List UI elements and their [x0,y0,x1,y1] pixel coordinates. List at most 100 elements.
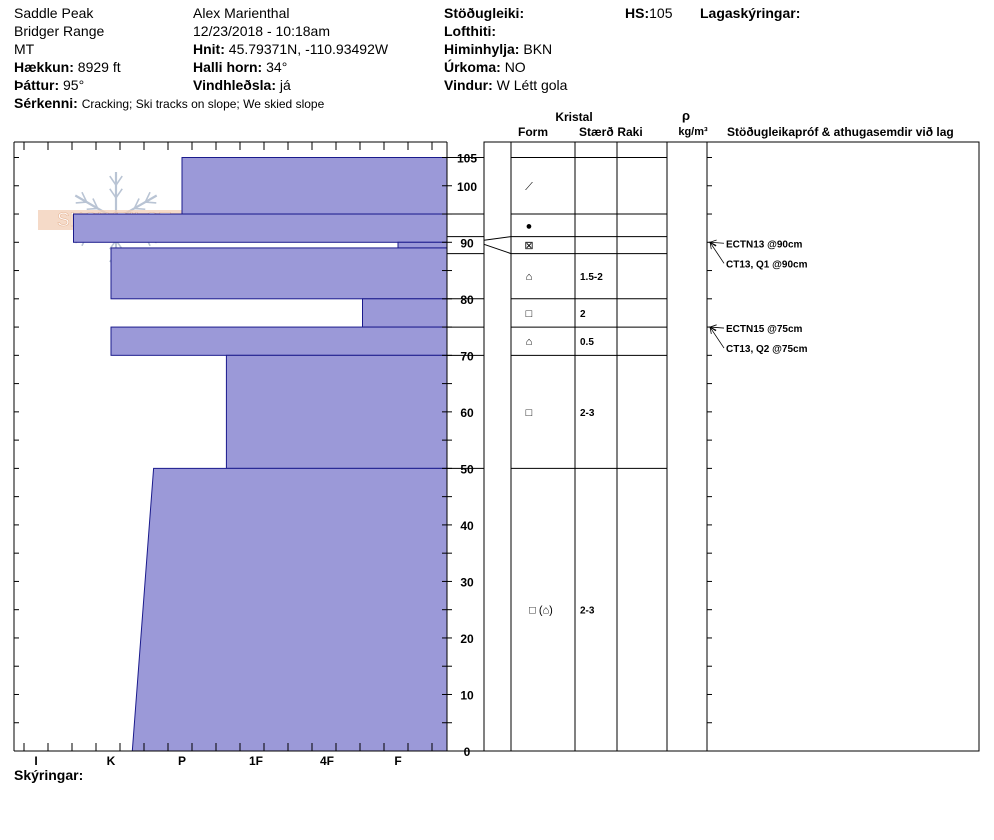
grain-form-symbol: ⌂ [526,336,533,348]
precipitation: Úrkoma: NO [444,58,526,76]
wind: Vindur: W Létt gola [444,76,567,94]
stability-test-result: ECTN13 @90cm [726,239,803,250]
flake-branch [115,175,123,186]
precip-value: NO [504,59,526,75]
flake-branch [92,198,99,209]
moisture-header: Raki [617,125,642,139]
wind-label: Vindur: [444,77,493,93]
grain-form-symbol: ● [526,220,533,232]
flake-branch [109,175,117,186]
mountain-range: Bridger Range [14,23,105,39]
stability: Stöðugleiki: [444,4,524,22]
layer-connector [483,236,512,241]
flake-branch [109,188,117,199]
form-header: Form [518,125,548,139]
hardness-bar [110,326,448,356]
stability-test-result: CT13, Q1 @90cm [726,259,808,270]
features-label: Sérkenni: [14,95,78,111]
grain-size-label: 0.5 [580,337,594,348]
height-tick-label: 10 [460,688,474,702]
flake-branch [75,201,87,204]
layer-notes: Lagaskýringar: [700,4,800,22]
hardness-tick-label: K [107,754,116,768]
height-tick-label: 20 [460,632,474,646]
crystal-header: Kristal [555,110,592,124]
flake-branch [81,191,88,203]
sky-value: BKN [523,41,553,57]
layer-notes-label: Lagaskýringar: [700,5,801,21]
height-tick-label: 70 [460,349,474,363]
hs-label: HS: [625,5,650,21]
notes-label: Skýringar: [14,767,84,783]
slope-label: Halli horn: [193,59,263,75]
grain-size-label: 2 [580,309,586,320]
flake-branch [134,207,146,211]
datetime: 12/23/2018 - 10:18am [193,23,330,39]
wind-loading: Vindhleðsla: já [193,76,291,94]
height-tick-label: 0 [464,745,471,759]
flake-branch [145,201,157,204]
hardness-tick-label: I [34,754,37,768]
sky-cover: Himinhylja: BKN [444,40,552,58]
aspect: Þáttur: 95° [14,76,84,94]
grain-form-symbol: ⊠ [524,240,533,252]
state: MT [14,41,35,57]
stability-test-result: ECTN15 @75cm [726,324,803,335]
grain-form-symbol: □ [526,308,533,320]
hardness-bar [225,354,448,469]
wind-value: W Létt gola [496,77,568,93]
snow-height: HS:105 [625,4,672,22]
elevation-label: Hækkun: [14,59,74,75]
hardness-bar [110,247,448,300]
wind-loading-value: já [279,77,291,93]
features-value: Cracking; Ski tracks on slope; We skied … [81,97,325,111]
test-pointer [709,326,725,349]
grain-form-symbol: □ [526,407,533,419]
wind-loading-label: Vindhleðsla: [193,77,276,93]
grain-form-symbol: ⌂ [526,271,533,283]
size-header: Stærð [579,125,614,139]
slope-value: 34° [266,59,288,75]
layer-connector [483,243,512,255]
coordinates: Hnit: 45.79371N, -110.93492W [193,40,388,58]
height-tick-label: 105 [457,152,477,166]
grain-form-symbol: ⟋ [525,181,533,193]
height-tick-label: 50 [460,462,474,476]
arrow-icon [709,241,717,250]
hardness-bar [362,298,448,328]
test-pointer [709,241,725,244]
air-temp: Lofthiti: [444,22,496,40]
test-pointer [709,242,725,264]
hardness-tick-label: P [178,754,186,768]
hardness-bar [131,467,448,752]
slope-angle: Halli horn: 34° [193,58,287,76]
hardness-tick-label: 1F [249,754,263,768]
stability-test-result: CT13, Q2 @75cm [726,344,808,355]
aspect-value: 95° [63,77,85,93]
layer-table-frame [483,141,980,752]
density-unit: kg/m³ [678,126,708,138]
height-tick-label: 60 [460,406,474,420]
height-tick-label: 30 [460,575,474,589]
hs-value: 105 [649,5,673,21]
test-pointer [709,326,725,329]
grain-form-symbol: □ (⌂) [529,605,553,617]
flake-branch [133,198,140,209]
features: Sérkenni: Cracking; Ski tracks on slope;… [14,94,324,113]
grain-size-label: 2-3 [580,606,595,617]
air-temp-label: Lofthiti: [444,23,497,39]
grain-size-label: 2-3 [580,408,595,419]
flake-branch [144,191,151,203]
sky-label: Himinhylja: [444,41,520,57]
coords-label: Hnit: [193,41,225,57]
hardness-bar [73,213,448,243]
aspect-label: Þáttur: [14,77,60,93]
height-tick-label: 80 [460,293,474,307]
hardness-bar [397,241,448,249]
height-tick-label: 100 [457,180,477,194]
elevation: Hækkun: 8929 ft [14,58,121,76]
precip-label: Úrkoma: [444,59,501,75]
elevation-value: 8929 ft [77,59,121,75]
height-tick-label: 40 [460,519,474,533]
stability-label: Stöðugleiki: [444,5,525,21]
